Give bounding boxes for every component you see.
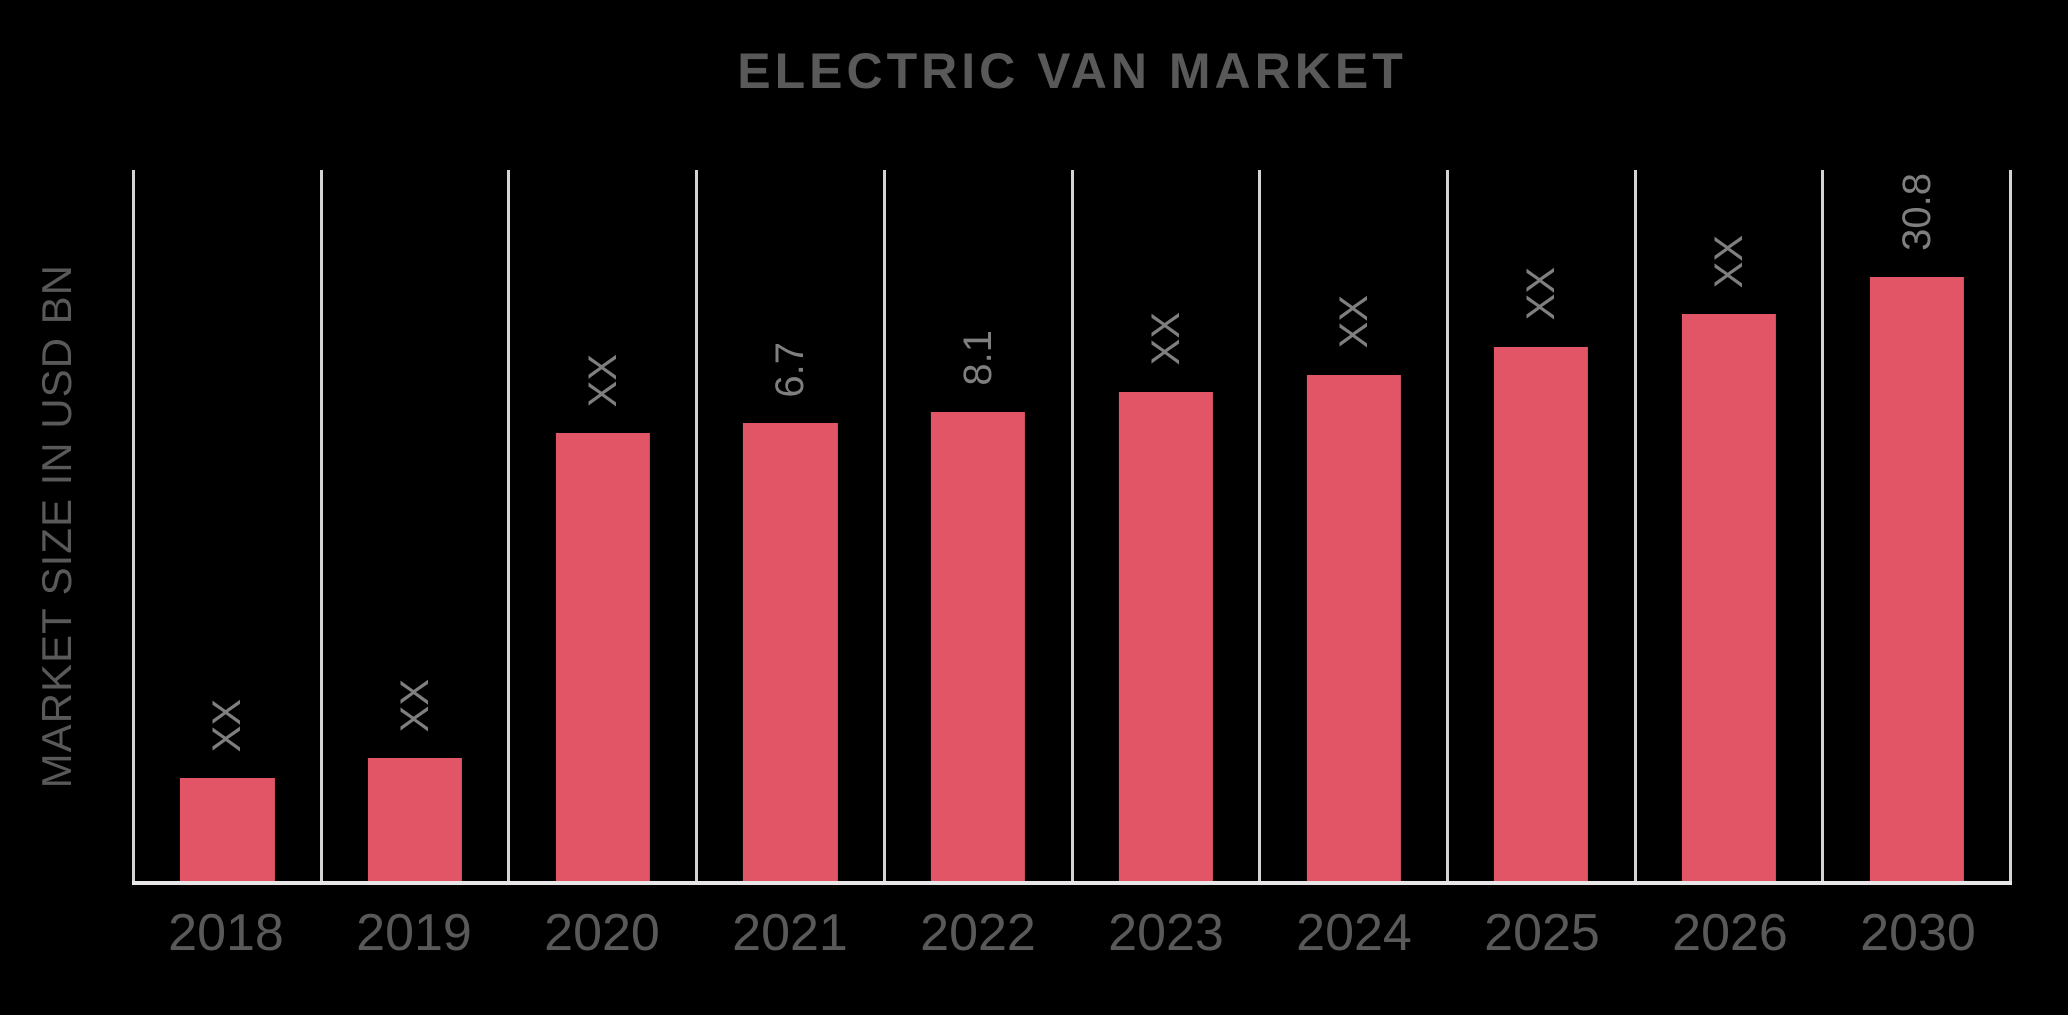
bar-2026 [1681,314,1777,883]
chart-column-2021: 6.7 [698,170,886,883]
bar-value-label-2023: XX [1143,312,1188,366]
bar-value-label-2030: 30.8 [1894,173,1939,251]
x-axis-label-2019: 2019 [356,904,472,962]
bar-value-label-2020: XX [580,353,625,408]
bar-value-label-2024: XX [1331,295,1376,349]
x-axis-label-2020: 2020 [544,904,660,962]
x-axis-label-2024: 2024 [1296,904,1412,962]
chart-title: ELECTRIC VAN MARKET [737,43,1407,99]
bar-value-label-2021: 6.7 [768,341,813,398]
bar-value-label-2019: XX [393,678,438,733]
chart-column-2019: XX [323,170,511,883]
x-axis-label-2025: 2025 [1484,904,1600,962]
x-axis-label-2030: 2030 [1860,904,1976,962]
bar-2030 [1869,276,1964,883]
bar-2020 [555,433,650,883]
bar-value-label-2018: XX [205,698,250,753]
chart-column-2030: 30.8 [1824,170,2013,883]
bar-2019 [367,758,463,883]
bar-2021 [743,423,838,883]
bar-2023 [1118,391,1213,883]
x-axis-line [132,881,2012,885]
chart-column-2025: XX [1449,170,1637,883]
plot-area: XX XX XX 6.7 8.1 XX XX XX XX 30.8 [132,170,2013,883]
x-axis-label-2018: 2018 [168,904,284,962]
y-axis-title: MARKET SIZE IN USD BN [14,170,100,883]
bar-2022 [931,411,1026,883]
chart-column-2026: XX [1637,170,1825,883]
bar-value-label-2022: 8.1 [956,330,1001,386]
chart-column-2020: XX [510,170,699,883]
chart-column-2023: XX [1074,170,1262,883]
x-axis-label-2023: 2023 [1108,904,1224,962]
x-axis-label-2026: 2026 [1672,904,1788,962]
bar-2018 [180,778,275,883]
bar-value-label-2025: XX [1519,267,1564,321]
x-axis-label-2022: 2022 [920,904,1036,962]
chart-column-2022: 8.1 [886,170,1074,883]
bar-value-label-2026: XX [1706,234,1751,289]
chart-column-2024: XX [1261,170,1449,883]
bar-2024 [1306,374,1401,883]
x-axis-labels: 2018 2019 2020 2021 2022 2023 2024 2025 2026 2030 [132,903,2012,963]
x-axis-label-2021: 2021 [732,904,848,962]
y-axis-title-text: MARKET SIZE IN USD BN [33,264,80,789]
chart-column-2018: XX [135,170,323,883]
bar-2025 [1494,346,1589,883]
